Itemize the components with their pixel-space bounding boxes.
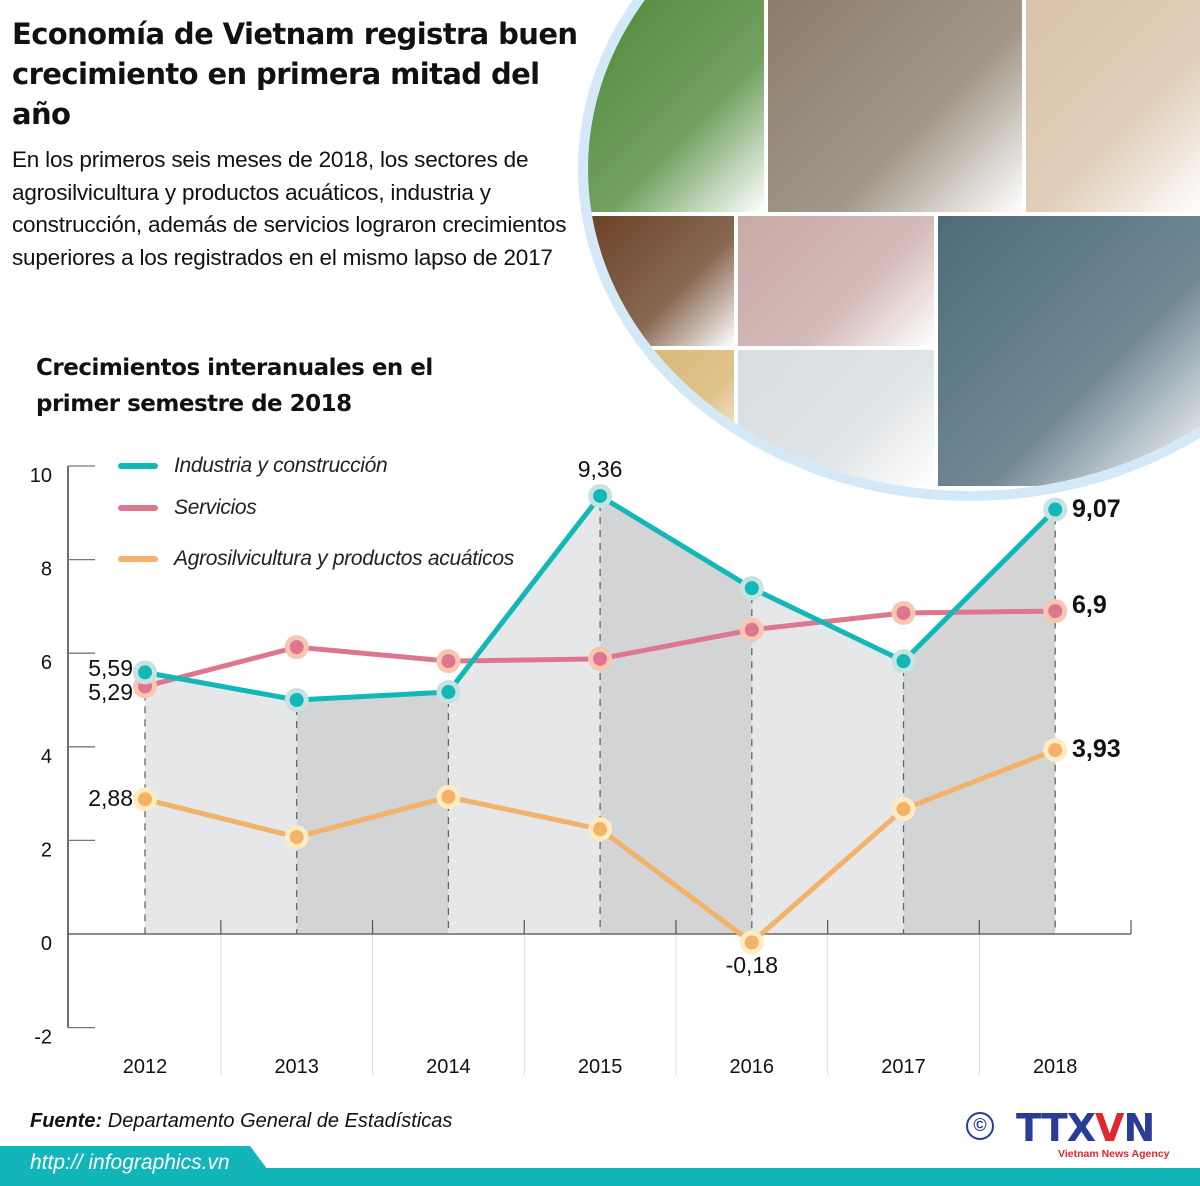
title-line-1: Economía de Vietnam registra buen — [12, 17, 578, 51]
data-label: -0,18 — [726, 952, 778, 978]
x-tick-label: 2012 — [123, 1056, 168, 1078]
data-point — [441, 685, 456, 700]
data-point — [289, 830, 304, 845]
x-tick-label: 2013 — [274, 1056, 319, 1078]
legend-label: Agrosilvicultura y productos acuáticos — [174, 547, 514, 570]
data-point — [441, 654, 456, 669]
data-label: 9,36 — [578, 456, 623, 482]
data-point — [1048, 604, 1063, 619]
page-title: Economía de Vietnam registra buen crecim… — [12, 14, 602, 134]
source-text: Departamento General de Estadísticas — [102, 1110, 453, 1132]
data-label-latest: 9,07 — [1072, 495, 1121, 523]
data-label-latest: 3,93 — [1072, 735, 1121, 763]
data-point — [744, 935, 759, 950]
data-point — [138, 665, 152, 680]
data-label: 5,59 — [88, 655, 133, 681]
logo-tagline: Vietnam News Agency — [1058, 1148, 1170, 1160]
data-point — [896, 802, 911, 817]
legend-label: Industria y construcción — [174, 454, 388, 477]
data-point — [896, 654, 911, 669]
legend-swatch-orange — [118, 556, 158, 562]
data-point — [138, 792, 152, 807]
legend-label: Servicios — [174, 496, 257, 519]
website-link[interactable]: http:// infographics.vn — [30, 1151, 230, 1174]
car-factory-photo — [938, 216, 1200, 486]
legend-swatch-pink — [118, 505, 158, 511]
y-tick-label: 0 — [41, 933, 52, 955]
chart-title-line-2: primer semestre de 2018 — [36, 391, 352, 417]
shaded-band — [600, 495, 752, 934]
logo-wordmark: TTXVN — [1016, 1106, 1155, 1150]
chart-title: Crecimientos interanuales en el primer s… — [36, 350, 516, 422]
data-label: 5,29 — [88, 679, 133, 705]
x-tick-label: 2015 — [578, 1056, 623, 1078]
y-tick-label: -2 — [34, 1027, 52, 1049]
x-tick-label: 2014 — [426, 1056, 471, 1078]
coffee-beans-photo — [588, 216, 734, 346]
data-point — [896, 605, 911, 620]
legend-item-servicios: Servicios — [118, 496, 257, 520]
photo-collage — [588, 0, 1200, 491]
source-label: Fuente: — [30, 1110, 103, 1132]
x-tick-label: 2017 — [881, 1056, 926, 1078]
copyright-icon: © — [966, 1112, 994, 1140]
data-point — [289, 640, 304, 655]
data-label-latest: 6,9 — [1072, 591, 1107, 619]
legend-item-industria: Industria y construcción — [118, 454, 388, 478]
shaded-band — [296, 692, 449, 934]
data-point — [1048, 743, 1063, 758]
y-tick-label: 10 — [30, 465, 52, 487]
timber-photo — [588, 350, 734, 486]
footer-bar — [0, 1168, 1200, 1186]
footer-url-tab — [0, 1146, 280, 1186]
title-line-2: crecimiento en primera mitad del año — [12, 57, 540, 131]
data-point — [1048, 502, 1063, 517]
data-point — [593, 488, 608, 503]
x-tick-label: 2016 — [730, 1056, 775, 1078]
intro-paragraph: En los primeros seis meses de 2018, los … — [12, 147, 567, 270]
y-tick-label: 2 — [41, 839, 52, 861]
x-tick-label: 2018 — [1033, 1056, 1078, 1078]
data-point — [593, 651, 608, 666]
legend-item-agro: Agrosilvicultura y productos acuáticos — [118, 547, 514, 571]
shaded-band — [903, 509, 1056, 934]
ttxvn-logo: © TTXVN Vietnam News Agency — [966, 1106, 1186, 1164]
chart-title-line-1: Crecimientos interanuales en el — [36, 355, 433, 381]
rice-bags-photo — [738, 350, 934, 486]
data-point — [744, 581, 759, 596]
y-tick-label: 6 — [41, 652, 52, 674]
data-point — [744, 622, 759, 637]
shaded-band — [448, 495, 601, 934]
construction-photo — [768, 0, 1022, 212]
restaurant-service-photo — [1026, 0, 1200, 212]
data-point — [441, 789, 456, 804]
fish-processing-photo — [738, 216, 934, 346]
y-tick-label: 4 — [41, 746, 52, 768]
data-point — [593, 822, 608, 837]
forest-photo — [588, 0, 764, 212]
source-note: Fuente: Departamento General de Estadíst… — [30, 1110, 452, 1133]
y-tick-label: 8 — [41, 559, 52, 581]
legend-swatch-teal — [118, 463, 158, 469]
data-point — [289, 693, 304, 707]
data-label: 2,88 — [88, 785, 133, 811]
shaded-band — [145, 672, 297, 934]
shaded-band — [751, 588, 904, 934]
